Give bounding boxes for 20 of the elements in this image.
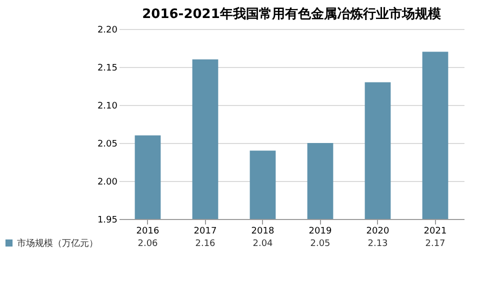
x-tick-label: 2019 — [308, 226, 332, 236]
x-tick-label: 2021 — [424, 226, 447, 236]
x-tick-label: 2016 — [136, 226, 160, 236]
data-label: 2.05 — [310, 239, 330, 249]
y-tick-label: 2.00 — [97, 178, 118, 188]
x-tick-label: 2020 — [366, 226, 390, 236]
y-tick-label: 1.95 — [97, 216, 118, 226]
x-tick-label: 2017 — [194, 226, 217, 236]
x-tick-label: 2018 — [251, 226, 274, 236]
y-tick-label: 2.20 — [97, 26, 118, 36]
y-tick-label: 2.10 — [97, 102, 118, 112]
data-label: 2.16 — [195, 239, 216, 249]
data-label: 2.17 — [425, 239, 446, 249]
data-label: 2.04 — [252, 239, 274, 249]
data-label: 2.13 — [368, 239, 388, 249]
chart-title: 2016-2021年我国常用有色金属冶炼行业市场规模 — [142, 6, 441, 22]
legend-label: 市场规模（万亿元） — [17, 238, 98, 249]
y-tick-label: 2.05 — [97, 140, 118, 150]
y-tick-label: 2.15 — [97, 64, 118, 74]
data-label: 2.06 — [138, 239, 158, 249]
